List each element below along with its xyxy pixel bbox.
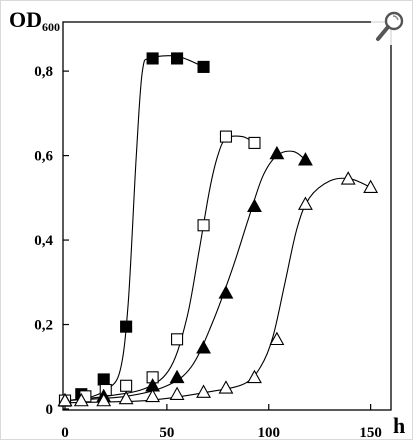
series-4-point — [218, 380, 234, 394]
series-1-point — [146, 52, 159, 65]
y-tick-label: 0,4 — [34, 233, 53, 249]
axis-ticks: 0 0,2 0,4 0,6 0,8 0 50 100 150 — [34, 64, 382, 441]
x-tick-label: 0 — [61, 425, 69, 441]
series-3-point — [218, 285, 234, 299]
y-axis-title: OD600 — [9, 7, 60, 34]
series-4-point — [363, 179, 379, 194]
fit-curve-1 — [64, 55, 204, 402]
series-4-point — [118, 390, 134, 405]
series-4-point — [196, 384, 211, 398]
series-4-point — [73, 392, 89, 407]
axis-labels: OD600 h — [9, 7, 405, 438]
series-2-point — [219, 130, 233, 143]
zoom-button[interactable] — [371, 7, 409, 45]
series-2-point — [171, 333, 184, 346]
magnifier-icon — [376, 11, 404, 41]
series-4-point — [96, 392, 112, 407]
fit-curve-3 — [64, 150, 306, 402]
series-4-point — [169, 386, 185, 400]
x-axis-title: h — [393, 413, 405, 438]
series-4-point — [269, 331, 285, 346]
series-2-point — [120, 379, 133, 392]
series-4-point — [340, 171, 356, 185]
series-4-point — [247, 369, 262, 384]
series-1-point — [120, 320, 133, 333]
fit-curve-4 — [64, 177, 371, 404]
series-3-point — [269, 145, 285, 160]
series-2-point — [248, 136, 261, 149]
y-tick-label: 0,6 — [34, 149, 53, 165]
y-tick-label: 0,8 — [34, 64, 53, 80]
series-1-point — [171, 52, 184, 65]
series-1-point — [97, 373, 110, 386]
series-3-point — [247, 198, 262, 213]
series-4-point — [145, 388, 161, 403]
series-3-point — [169, 369, 185, 384]
y-tick-label: 0 — [46, 402, 54, 418]
data-markers — [57, 52, 379, 407]
series-3-point — [196, 340, 211, 354]
plot-border — [62, 21, 392, 411]
x-tick-label: 150 — [359, 425, 382, 441]
series-4-point — [297, 196, 313, 210]
y-tick-label: 0,2 — [34, 318, 53, 334]
series-1-point — [197, 60, 210, 73]
series-2-point — [197, 219, 210, 232]
plot-area — [62, 21, 392, 411]
series-3-point — [297, 152, 313, 166]
fit-curve-2 — [64, 135, 255, 402]
fit-curves — [64, 55, 371, 404]
x-tick-label: 50 — [159, 425, 174, 441]
x-tick-label: 100 — [258, 425, 281, 441]
series-4-point — [57, 392, 73, 407]
